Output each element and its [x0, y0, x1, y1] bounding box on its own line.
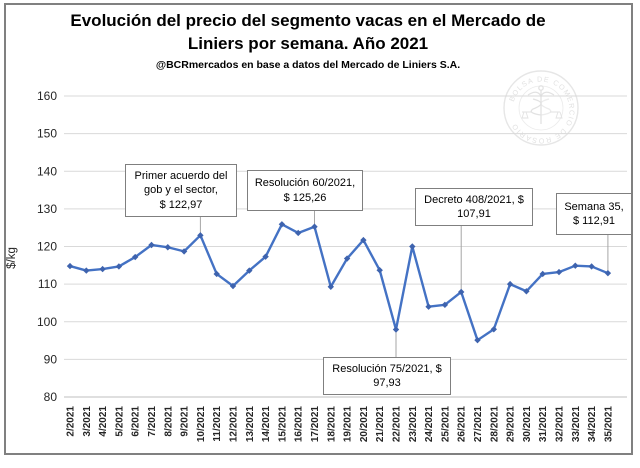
y-axis-title: $/kg	[6, 247, 18, 269]
svg-text:$/kg: $/kg	[6, 247, 18, 269]
svg-text:10/2021: 10/2021	[196, 406, 207, 443]
bolsa-comercio-rosario-seal-icon: BOLSA DE COMERCIO DE ROSARIO	[503, 70, 579, 146]
data-point-marker	[360, 236, 367, 244]
svg-text:90: 90	[44, 352, 58, 366]
annotation-resolucion-60: Resolución 60/2021, $ 125,26	[247, 170, 363, 211]
data-point-marker	[392, 326, 400, 333]
svg-text:31/2021: 31/2021	[538, 406, 549, 443]
data-point-marker	[539, 270, 546, 278]
data-point-marker	[66, 262, 74, 270]
svg-text:140: 140	[37, 164, 57, 178]
data-point-marker	[83, 267, 90, 274]
x-axis-tick-labels: 2/2021 3/2021 4/2021 5/2021 6/2021 7/2021 8/20…	[66, 406, 615, 443]
svg-text:34/2021: 34/2021	[587, 406, 598, 443]
svg-text:18/2021: 18/2021	[326, 406, 337, 443]
data-point-marker	[572, 262, 579, 269]
svg-text:120: 120	[37, 240, 57, 254]
data-point-marker	[295, 229, 302, 237]
y-axis-tick-labels: 80 90 100 110 120 130 140 150 160	[37, 89, 57, 404]
data-point-marker	[311, 223, 318, 230]
data-point-marker	[197, 232, 204, 239]
svg-text:5/2021: 5/2021	[114, 406, 125, 437]
data-point-marker	[99, 265, 106, 273]
chart-subtitle: @BCRmercados en base a datos del Mercado…	[155, 58, 461, 71]
annotation-resolucion-75: Resolución 75/2021, $ 97,93	[323, 357, 451, 395]
svg-text:6/2021: 6/2021	[131, 406, 142, 437]
annotation-primer-acuerdo: Primer acuerdo del gob y el sector, $ 12…	[125, 164, 237, 217]
svg-text:24/2021: 24/2021	[424, 406, 435, 443]
data-point-marker	[604, 269, 612, 277]
svg-text:15/2021: 15/2021	[277, 406, 288, 443]
data-point-marker	[474, 336, 481, 344]
data-point-marker	[441, 301, 449, 309]
svg-text:29/2021: 29/2021	[506, 406, 517, 443]
svg-text:33/2021: 33/2021	[571, 406, 582, 443]
svg-text:16/2021: 16/2021	[294, 406, 305, 443]
svg-text:7/2021: 7/2021	[147, 406, 158, 437]
svg-text:25/2021: 25/2021	[440, 406, 451, 443]
data-point-marker	[409, 243, 416, 250]
data-point-marker	[148, 241, 155, 249]
data-point-marker	[115, 263, 123, 270]
svg-text:23/2021: 23/2021	[408, 406, 419, 443]
data-point-marker	[343, 255, 351, 262]
annotation-leader-lines	[199, 211, 609, 357]
data-point-marker	[523, 288, 530, 295]
svg-text:9/2021: 9/2021	[180, 406, 191, 437]
svg-text:30/2021: 30/2021	[522, 406, 533, 443]
data-point-marker	[458, 288, 465, 296]
chart-title-block: Evolución del precio del segmento vacas …	[8, 10, 608, 71]
data-point-marker	[164, 244, 171, 251]
svg-text:35/2021: 35/2021	[603, 406, 614, 443]
data-point-marker	[180, 248, 188, 255]
data-point-marker	[506, 280, 514, 288]
svg-text:19/2021: 19/2021	[343, 406, 354, 443]
svg-text:17/2021: 17/2021	[310, 406, 321, 443]
data-point-marker	[262, 253, 269, 260]
svg-text:80: 80	[44, 390, 58, 404]
svg-text:12/2021: 12/2021	[229, 406, 240, 443]
data-point-marker	[588, 263, 595, 270]
svg-text:8/2021: 8/2021	[163, 406, 174, 437]
svg-text:28/2021: 28/2021	[489, 406, 500, 443]
chart-title-line-1: Evolución del precio del segmento vacas …	[70, 11, 546, 30]
svg-text:100: 100	[37, 315, 57, 329]
svg-text:21/2021: 21/2021	[375, 406, 386, 443]
svg-text:27/2021: 27/2021	[473, 406, 484, 443]
chart-title-line-2: Liniers por semana. Año 2021	[187, 33, 429, 53]
svg-text:2/2021: 2/2021	[66, 406, 77, 437]
price-line-series	[68, 223, 610, 342]
data-point-marker	[278, 221, 286, 228]
svg-text:BOLSA DE COMERCIO DE ROSARIO: BOLSA DE COMERCIO DE ROSARIO	[507, 74, 577, 145]
data-point-marker	[425, 303, 432, 310]
svg-text:150: 150	[37, 127, 57, 141]
data-point-markers	[66, 221, 612, 344]
data-point-marker	[555, 268, 563, 276]
data-point-marker	[327, 283, 334, 290]
svg-text:14/2021: 14/2021	[261, 406, 272, 443]
data-point-marker	[246, 267, 253, 274]
data-point-marker	[213, 270, 220, 278]
data-point-marker	[376, 267, 383, 274]
seal-text: BOLSA DE COMERCIO DE ROSARIO	[507, 74, 575, 145]
svg-text:3/2021: 3/2021	[82, 406, 93, 437]
svg-text:130: 130	[37, 202, 57, 216]
svg-text:20/2021: 20/2021	[359, 406, 370, 443]
svg-text:110: 110	[38, 277, 57, 291]
data-point-marker	[229, 282, 237, 290]
data-point-marker	[490, 326, 497, 333]
annotation-decreto-408: Decreto 408/2021, $ 107,91	[415, 188, 533, 226]
svg-text:160: 160	[37, 89, 57, 103]
svg-text:13/2021: 13/2021	[245, 406, 256, 443]
svg-text:26/2021: 26/2021	[457, 406, 468, 443]
svg-text:32/2021: 32/2021	[555, 406, 566, 443]
svg-text:4/2021: 4/2021	[98, 406, 109, 437]
svg-text:22/2021: 22/2021	[392, 406, 403, 443]
annotation-semana-35: Semana 35, $ 112,91	[556, 193, 632, 235]
svg-text:11/2021: 11/2021	[212, 406, 223, 442]
data-point-marker	[132, 253, 139, 261]
